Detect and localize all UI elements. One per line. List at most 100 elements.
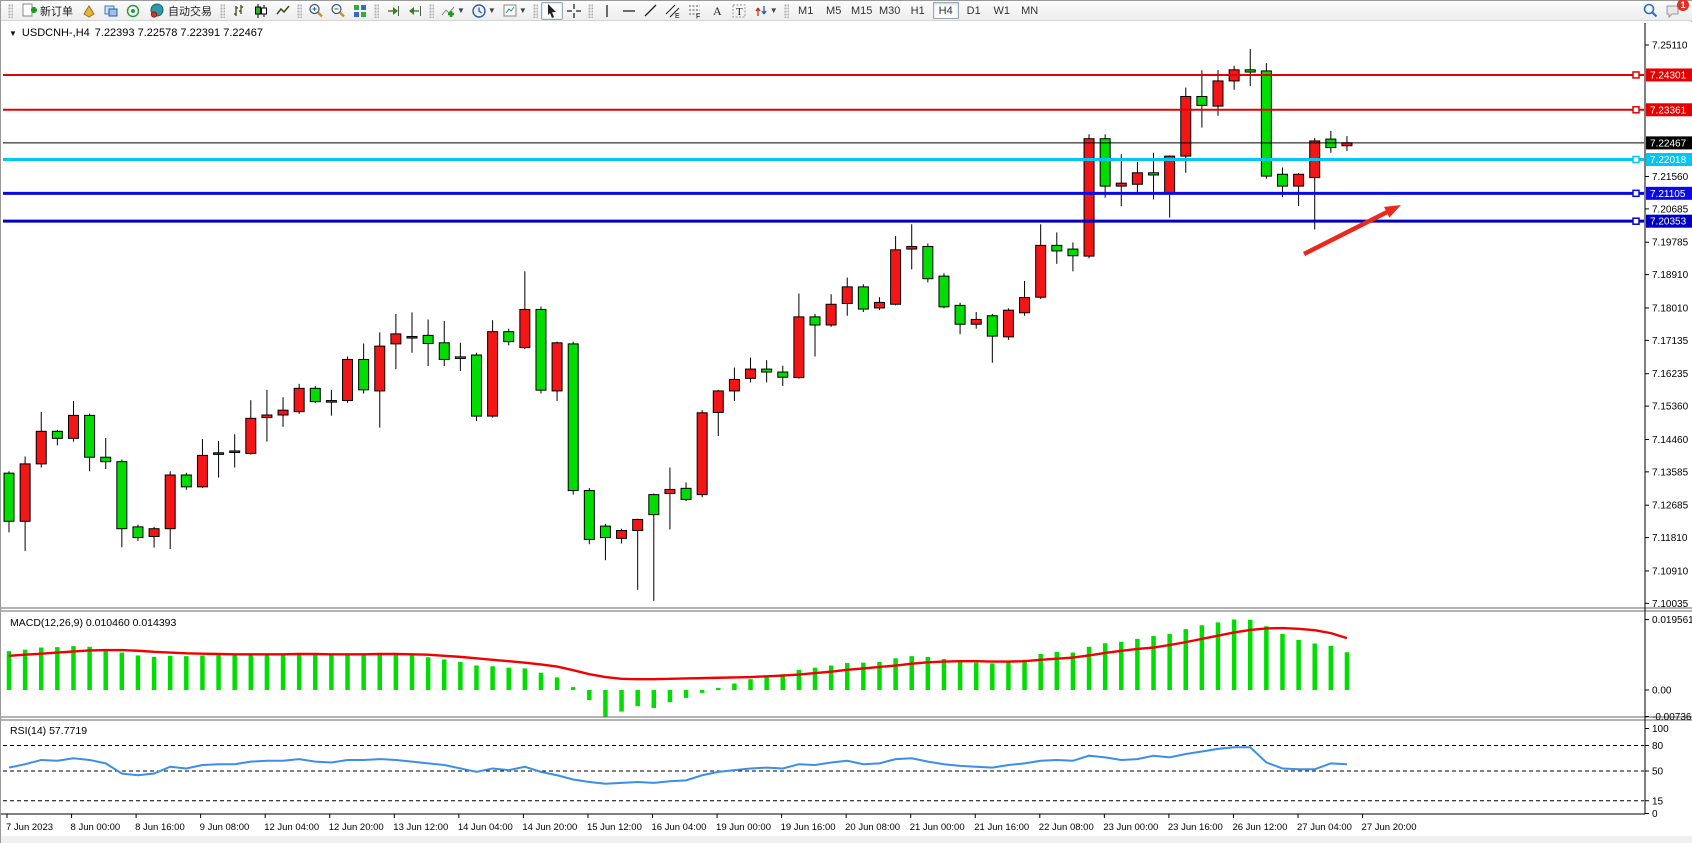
candle-body xyxy=(680,487,692,500)
charts-window-icon[interactable] xyxy=(100,2,122,20)
new-order-button[interactable]: 新订单 xyxy=(16,2,78,20)
svg-text:F: F xyxy=(696,13,700,19)
timeframe-button-mn[interactable]: MN xyxy=(1021,4,1039,17)
candlestick-chart-type-icon[interactable] xyxy=(250,2,272,20)
toolbar-grip[interactable] xyxy=(220,3,225,18)
chart-symbol-timeframe: USDCNH-,H4 xyxy=(21,27,90,39)
timeframe-button-m5[interactable]: M5 xyxy=(826,4,842,17)
candle-body xyxy=(438,342,450,360)
fibonacci-tool[interactable]: F xyxy=(684,2,706,20)
candle-body xyxy=(148,528,160,537)
timeframe-button-d1[interactable]: D1 xyxy=(966,4,981,17)
toolbar-grip[interactable] xyxy=(587,3,593,18)
line-chart-type-icon[interactable] xyxy=(272,2,294,20)
time-label: 21 Jun 00:00 xyxy=(910,822,965,833)
hline-anchor-marker[interactable] xyxy=(1632,106,1640,114)
candle-body xyxy=(793,316,805,379)
tile-windows-icon[interactable] xyxy=(349,2,371,20)
trend-arrow-head[interactable] xyxy=(1384,205,1401,218)
timeframe-button-m30[interactable]: M30 xyxy=(878,4,901,17)
signals-icon[interactable] xyxy=(122,2,144,20)
candle-body xyxy=(1148,172,1160,176)
price-tick-label: 7.14460 xyxy=(1652,435,1689,446)
vertical-line-tool[interactable] xyxy=(596,2,618,20)
hline-anchor-marker[interactable] xyxy=(1632,217,1640,225)
hline-anchor-marker[interactable] xyxy=(1632,189,1640,198)
search-icon[interactable] xyxy=(1639,2,1662,20)
auto-scroll-icon[interactable] xyxy=(382,2,404,20)
toolbar-grip[interactable] xyxy=(297,3,302,18)
horizontal-line-tool[interactable] xyxy=(618,2,640,20)
toolbar-grip[interactable] xyxy=(783,3,789,18)
trend-arrow-annotation[interactable] xyxy=(1302,210,1388,257)
candle-body xyxy=(1099,138,1111,187)
hline-anchor-marker[interactable] xyxy=(1632,155,1640,164)
timeframe-button-h1[interactable]: H1 xyxy=(910,4,925,17)
candle-body xyxy=(632,518,644,532)
rsi-indicator-label: RSI(14) 57.7719 xyxy=(10,725,88,737)
candle-body xyxy=(1293,173,1305,187)
candle-body xyxy=(583,490,595,540)
candle-body xyxy=(277,409,289,416)
time-label: 12 Jun 20:00 xyxy=(329,822,384,833)
candle-body xyxy=(906,245,918,250)
chevron-down-icon: ▼ xyxy=(487,6,496,15)
notifications-button[interactable]: 1 xyxy=(1662,0,1689,20)
autotrading-button[interactable]: 自动交易 xyxy=(144,2,217,20)
candle-body xyxy=(293,387,305,413)
toolbar-grip[interactable] xyxy=(374,3,379,18)
price-badge-label: 7.24301 xyxy=(1650,70,1687,81)
candle-body xyxy=(19,463,31,522)
toolbar-grip[interactable] xyxy=(429,3,434,18)
arrows-tool[interactable]: ▼ xyxy=(750,2,781,20)
autotrading-icon xyxy=(149,3,165,19)
bar-chart-type-icon[interactable] xyxy=(228,2,250,20)
zoom-in-icon[interactable] xyxy=(305,2,327,20)
periods-button[interactable]: ▼ xyxy=(468,2,499,20)
trendline-tool[interactable] xyxy=(640,2,662,20)
new-order-icon xyxy=(21,3,37,19)
price-badge xyxy=(1646,136,1692,150)
window-bottom-strip xyxy=(1,836,1692,843)
time-label: 8 Jun 00:00 xyxy=(71,822,121,833)
zoom-out-icon[interactable] xyxy=(327,2,349,20)
toolbar-grip[interactable] xyxy=(8,3,13,18)
text-label-tool[interactable]: T xyxy=(728,2,750,20)
toolbar-grip[interactable] xyxy=(532,3,538,18)
chart-shift-icon[interactable] xyxy=(404,2,426,20)
candle-body xyxy=(309,387,321,403)
timeframe-button-w1[interactable]: W1 xyxy=(993,4,1010,17)
candle-body xyxy=(164,474,176,530)
svg-text:T: T xyxy=(736,6,743,18)
equidistant-channel-tool[interactable]: E xyxy=(662,2,684,20)
price-chart-canvas[interactable]: 7.25110 7.21560 7.20685 7.19785 7.18910 7.180… xyxy=(1,22,1692,843)
indicators-button[interactable]: ▼ xyxy=(437,2,468,20)
templates-button[interactable]: ▼ xyxy=(499,2,530,20)
time-label: 19 Jun 16:00 xyxy=(781,822,836,833)
price-tick-label: 7.16235 xyxy=(1652,369,1689,380)
candle-body xyxy=(245,417,257,455)
chart-ohlc-values: 7.22393 7.22578 7.22391 7.22467 xyxy=(94,27,263,39)
candle-body xyxy=(196,454,208,488)
timeframe-button-m15[interactable]: M15 xyxy=(850,4,873,17)
macd-axis-label: 0.019561 xyxy=(1652,615,1692,626)
cursor-tool[interactable] xyxy=(540,1,563,20)
profiles-icon[interactable] xyxy=(78,2,100,20)
price-badge-label: 7.20353 xyxy=(1650,217,1687,228)
time-label: 12 Jun 04:00 xyxy=(264,822,319,833)
candle-body xyxy=(777,371,789,378)
timeframe-button-h4[interactable]: H4 xyxy=(932,2,959,19)
candle-body xyxy=(1083,138,1095,257)
hline-anchor-marker[interactable] xyxy=(1632,71,1640,79)
chart-collapse-icon[interactable]: ▼ xyxy=(9,28,17,38)
crosshair-tool[interactable] xyxy=(563,2,585,20)
time-label: 14 Jun 04:00 xyxy=(458,822,513,833)
candle-body xyxy=(519,308,531,349)
chevron-down-icon: ▼ xyxy=(769,6,778,15)
timeframe-button-m1[interactable]: M1 xyxy=(798,4,814,17)
price-tick-label: 7.18010 xyxy=(1652,303,1689,314)
timeframe-toolbar: M1 M5 M15 M30 H1 H4 D1 W1 MN xyxy=(792,2,1044,19)
price-tick-label: 7.25110 xyxy=(1652,41,1688,52)
chart-window[interactable]: 7.25110 7.21560 7.20685 7.19785 7.18910 7.180… xyxy=(1,22,1692,843)
text-tool[interactable]: A xyxy=(706,2,728,20)
